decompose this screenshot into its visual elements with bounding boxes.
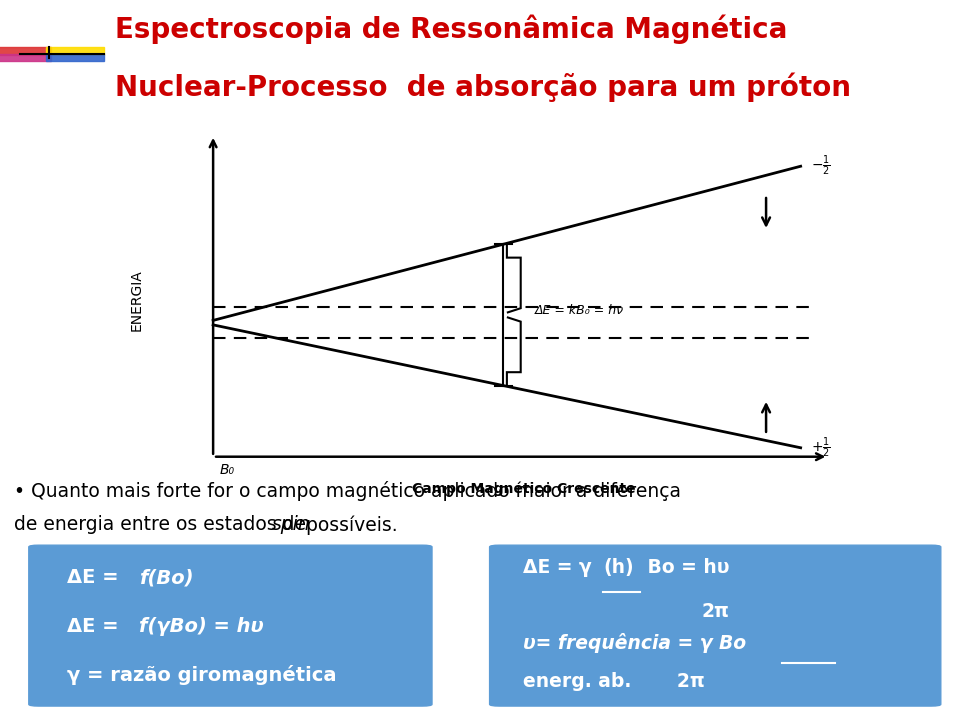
Bar xyxy=(0,54,52,61)
Text: ΔE = kB₀ = hν: ΔE = kB₀ = hν xyxy=(535,304,624,317)
Text: 2π: 2π xyxy=(701,602,730,621)
Text: ΔE =: ΔE = xyxy=(67,568,126,588)
Text: ΔE = γ: ΔE = γ xyxy=(523,558,598,577)
Text: γ = razão giromagnética: γ = razão giromagnética xyxy=(67,665,337,685)
Text: f(γBo) = hυ: f(γBo) = hυ xyxy=(139,616,264,636)
Bar xyxy=(0,47,52,55)
Text: de energia entre os estados de: de energia entre os estados de xyxy=(14,516,312,534)
FancyBboxPatch shape xyxy=(490,545,941,706)
Text: • Quanto mais forte for o campo magnético aplicado maior a diferença: • Quanto mais forte for o campo magnétic… xyxy=(14,480,682,500)
Text: (h): (h) xyxy=(603,558,634,577)
Text: spin: spin xyxy=(272,516,310,534)
Text: Bo = hυ: Bo = hυ xyxy=(641,558,730,577)
FancyBboxPatch shape xyxy=(29,545,432,706)
Text: Campo Magnético Crescente: Campo Magnético Crescente xyxy=(413,481,636,495)
Text: Nuclear-Processo  de absorção para um próton: Nuclear-Processo de absorção para um pró… xyxy=(115,73,852,102)
Text: energ. ab.       2π: energ. ab. 2π xyxy=(523,672,705,691)
Text: f(Bo): f(Bo) xyxy=(139,568,194,588)
Text: possíveis.: possíveis. xyxy=(300,516,398,535)
Bar xyxy=(46,47,105,55)
Text: ENERGIA: ENERGIA xyxy=(131,270,144,331)
Bar xyxy=(46,54,105,61)
Text: Espectroscopia de Ressonâmica Magnética: Espectroscopia de Ressonâmica Magnética xyxy=(115,14,787,44)
Text: B₀: B₀ xyxy=(220,463,235,478)
Text: υ= frequência = γ Bo: υ= frequência = γ Bo xyxy=(523,633,746,653)
Text: $+\frac{1}{2}$: $+\frac{1}{2}$ xyxy=(811,435,830,460)
Text: $-\frac{1}{2}$: $-\frac{1}{2}$ xyxy=(811,154,830,179)
Text: ΔE =: ΔE = xyxy=(67,616,126,636)
